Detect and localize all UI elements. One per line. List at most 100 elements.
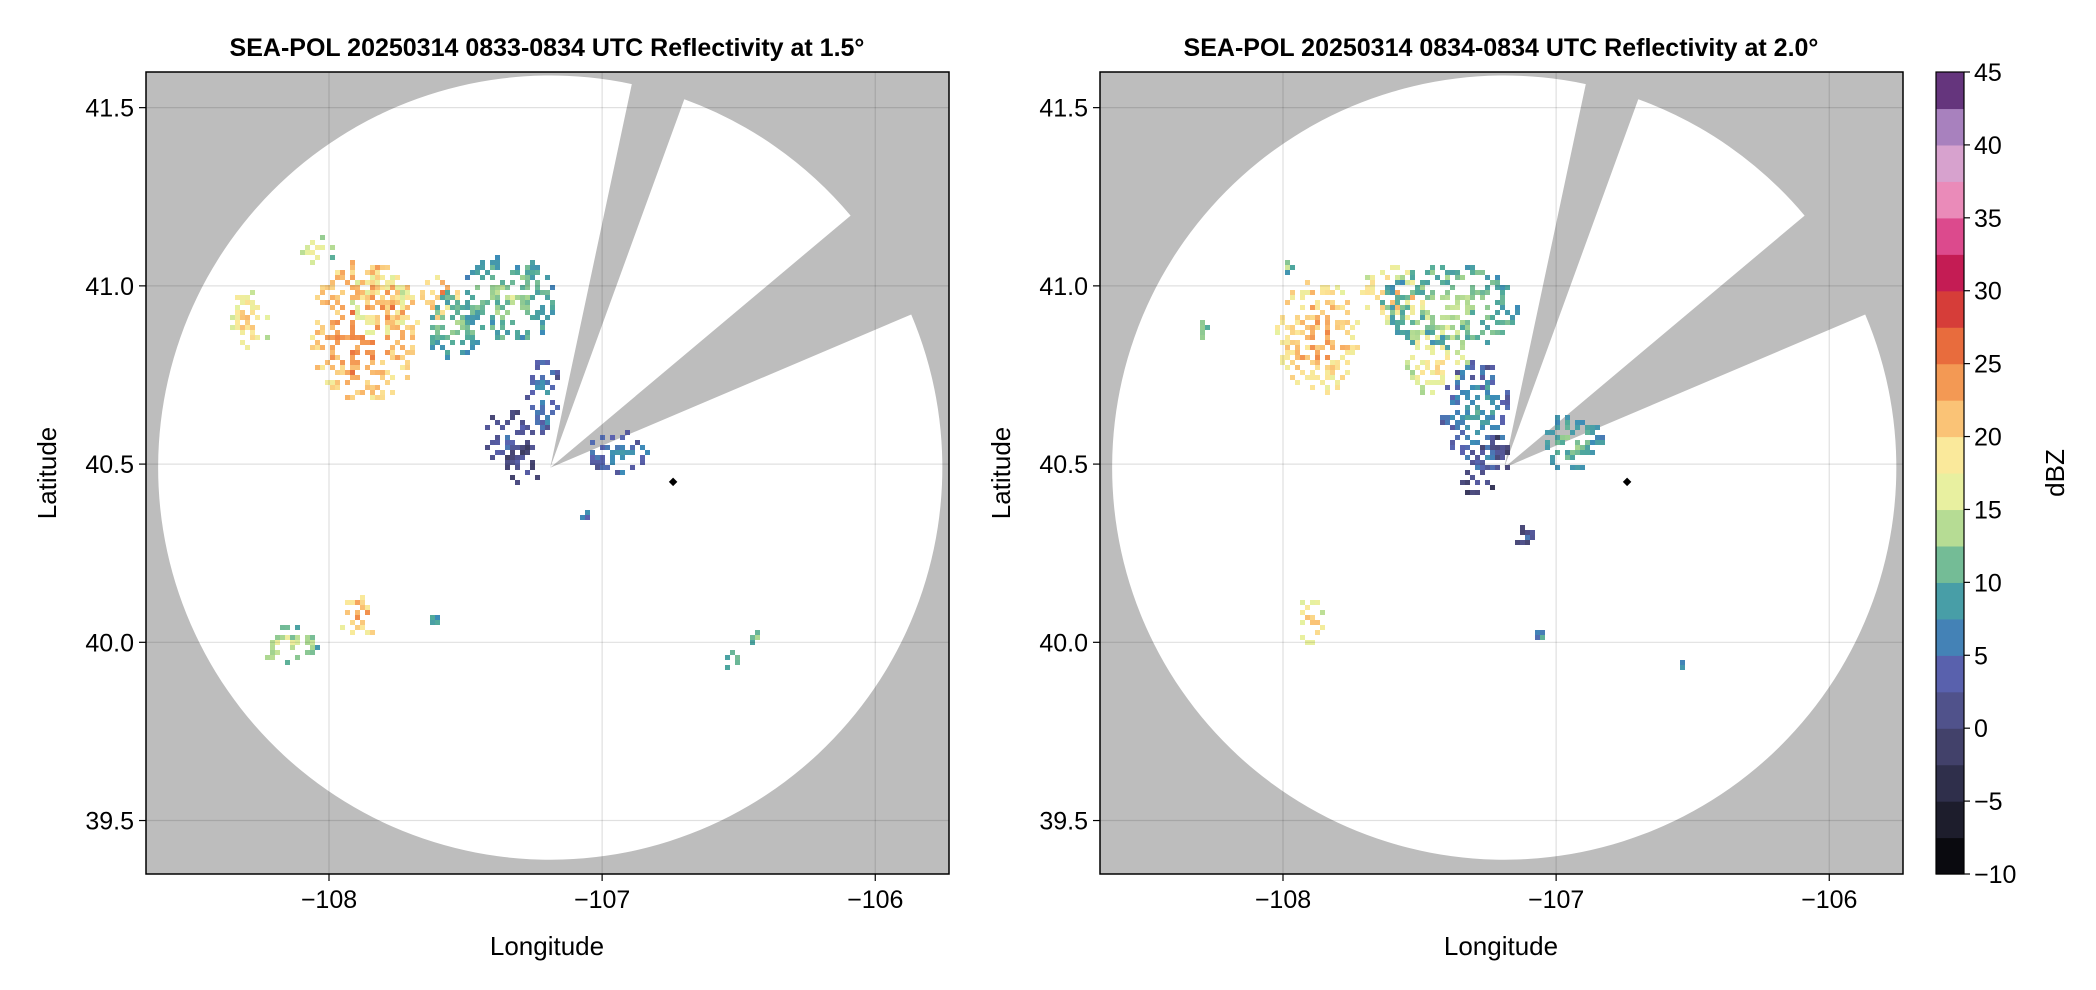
reflectivity-pixel [265, 335, 270, 340]
reflectivity-pixel [1370, 285, 1375, 290]
reflectivity-pixel [230, 315, 235, 320]
reflectivity-pixel [1285, 300, 1290, 305]
reflectivity-pixel [400, 335, 405, 340]
reflectivity-pixel [1525, 530, 1530, 535]
reflectivity-pixel [1470, 385, 1475, 390]
reflectivity-pixel [1505, 320, 1510, 325]
reflectivity-pixel [495, 260, 500, 265]
reflectivity-pixel [365, 305, 370, 310]
reflectivity-pixel [540, 310, 545, 315]
reflectivity-pixel [540, 425, 545, 430]
reflectivity-pixel [495, 265, 500, 270]
reflectivity-pixel [1485, 420, 1490, 425]
reflectivity-pixel [1285, 260, 1290, 265]
reflectivity-pixel [1435, 335, 1440, 340]
reflectivity-pixel [1465, 265, 1470, 270]
reflectivity-pixel [1310, 290, 1315, 295]
reflectivity-pixel [610, 455, 615, 460]
reflectivity-pixel [1485, 385, 1490, 390]
reflectivity-pixel [345, 335, 350, 340]
reflectivity-pixel [490, 320, 495, 325]
reflectivity-pixel [1465, 300, 1470, 305]
reflectivity-pixel [495, 285, 500, 290]
reflectivity-pixel [370, 280, 375, 285]
reflectivity-pixel [350, 630, 355, 635]
reflectivity-pixel [1445, 350, 1450, 355]
reflectivity-pixel [620, 445, 625, 450]
reflectivity-pixel [335, 275, 340, 280]
reflectivity-pixel [255, 315, 260, 320]
reflectivity-pixel [275, 650, 280, 655]
reflectivity-pixel [525, 470, 530, 475]
reflectivity-pixel [490, 295, 495, 300]
reflectivity-pixel [1430, 390, 1435, 395]
reflectivity-pixel [1455, 300, 1460, 305]
reflectivity-pixel [525, 395, 530, 400]
reflectivity-pixel [365, 295, 370, 300]
reflectivity-pixel [1465, 415, 1470, 420]
reflectivity-pixel [1325, 320, 1330, 325]
reflectivity-pixel [1305, 355, 1310, 360]
reflectivity-pixel [350, 270, 355, 275]
reflectivity-pixel [1310, 375, 1315, 380]
y-tick-label: 39.5 [85, 808, 134, 836]
reflectivity-pixel [1475, 290, 1480, 295]
reflectivity-pixel [1415, 290, 1420, 295]
reflectivity-pixel [1450, 440, 1455, 445]
reflectivity-pixel [1395, 300, 1400, 305]
reflectivity-field-left [230, 235, 760, 670]
reflectivity-pixel [1445, 280, 1450, 285]
reflectivity-pixel [1470, 475, 1475, 480]
reflectivity-pixel [1365, 275, 1370, 280]
reflectivity-pixel [1290, 265, 1295, 270]
reflectivity-pixel [1505, 450, 1510, 455]
reflectivity-pixel [1425, 270, 1430, 275]
reflectivity-pixel [1295, 330, 1300, 335]
reflectivity-pixel [1540, 635, 1545, 640]
reflectivity-pixel [525, 310, 530, 315]
reflectivity-pixel [385, 300, 390, 305]
reflectivity-pixel [1515, 310, 1520, 315]
reflectivity-pixel [1485, 275, 1490, 280]
reflectivity-pixel [295, 655, 300, 660]
reflectivity-pixel [1445, 335, 1450, 340]
reflectivity-pixel [410, 345, 415, 350]
reflectivity-pixel [1310, 330, 1315, 335]
reflectivity-pixel [1310, 620, 1315, 625]
reflectivity-pixel [1555, 435, 1560, 440]
reflectivity-pixel [405, 285, 410, 290]
reflectivity-pixel [1415, 345, 1420, 350]
reflectivity-pixel [1305, 615, 1310, 620]
reflectivity-pixel [440, 325, 445, 330]
reflectivity-pixel [380, 285, 385, 290]
reflectivity-pixel [1585, 425, 1590, 430]
reflectivity-pixel [625, 450, 630, 455]
x-axis-ticks-left: −108 −107 −106 [301, 874, 903, 914]
y-tick-label: 40.0 [85, 629, 134, 657]
reflectivity-pixel [1455, 435, 1460, 440]
reflectivity-pixel [1465, 405, 1470, 410]
chart-title-right: SEA-POL 20250314 0834-0834 UTC Reflectiv… [1184, 34, 1819, 62]
reflectivity-pixel [515, 445, 520, 450]
reflectivity-pixel [1360, 290, 1365, 295]
colorbar-band [1936, 545, 1964, 583]
reflectivity-pixel [1385, 290, 1390, 295]
reflectivity-pixel [1555, 415, 1560, 420]
reflectivity-pixel [1495, 280, 1500, 285]
reflectivity-pixel [1475, 460, 1480, 465]
reflectivity-pixel [1480, 420, 1485, 425]
reflectivity-pixel [525, 425, 530, 430]
reflectivity-pixel [1460, 355, 1465, 360]
reflectivity-pixel [510, 475, 515, 480]
reflectivity-pixel [445, 295, 450, 300]
reflectivity-pixel [1475, 270, 1480, 275]
reflectivity-pixel [550, 310, 555, 315]
reflectivity-pixel [255, 335, 260, 340]
reflectivity-pixel [530, 445, 535, 450]
reflectivity-pixel [1565, 450, 1570, 455]
reflectivity-pixel [1435, 380, 1440, 385]
reflectivity-pixel [1420, 360, 1425, 365]
reflectivity-pixel [1490, 330, 1495, 335]
reflectivity-pixel [505, 460, 510, 465]
reflectivity-pixel [540, 290, 545, 295]
